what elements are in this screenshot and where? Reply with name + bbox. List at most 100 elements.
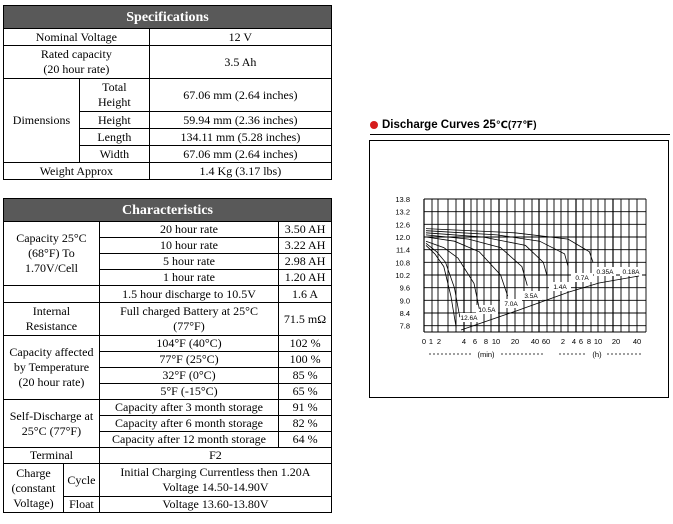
- dimensions-label: Dimensions: [3, 78, 80, 163]
- discharge-label: 1.5 hour discharge to 10.5V: [98, 285, 280, 303]
- curve-label: 0.7A: [575, 275, 589, 282]
- bullet-icon: [370, 120, 378, 129]
- internal-resistance-condition-line2: (77°F): [173, 319, 205, 333]
- discharge-curve: [425, 232, 548, 276]
- internal-resistance-label-line2: Resistance: [25, 319, 78, 333]
- internal-resistance-value: 71.5 mΩ: [278, 302, 332, 336]
- y-tick-label: 7.8: [400, 322, 410, 331]
- rated-capacity-value: 3.5 Ah: [148, 45, 333, 79]
- x-tick-label: 2: [437, 337, 441, 346]
- x-tick-label: 8: [587, 337, 591, 346]
- y-tick-label: 13.8: [395, 195, 410, 204]
- discharge-value: 1.6 A: [278, 285, 332, 303]
- self-discharge-value: 91 %: [278, 399, 332, 416]
- terminal-label: Terminal: [3, 447, 100, 464]
- chart-frame: [369, 140, 669, 398]
- y-tick-label: 9.6: [400, 284, 410, 293]
- temperature-label-line2: by Temperature: [13, 360, 90, 374]
- x-tick-label: 4: [462, 337, 466, 346]
- length-label: Length: [78, 128, 150, 146]
- chart-title-main: Discharge Curves 25: [382, 119, 496, 131]
- x-tick-label: 2: [561, 337, 565, 346]
- x-tick-label: 10: [594, 337, 602, 346]
- x-tick-label: 60: [542, 337, 550, 346]
- temperature-label: 32°F (0°C): [98, 367, 280, 384]
- discharge-blank: [3, 285, 100, 303]
- self-discharge-period: Capacity after 6 month storage: [98, 415, 280, 432]
- nominal-voltage-label: Nominal Voltage: [3, 28, 150, 46]
- curve-label-bg: [458, 313, 480, 322]
- x-unit-h-label: (h): [592, 350, 602, 359]
- temperature-capacity-label: Capacity affected by Temperature (20 hou…: [3, 335, 100, 400]
- capacity-rate-value: 1.20 AH: [278, 269, 332, 286]
- total-height-value: 67.06 mm (2.64 inches): [148, 78, 333, 112]
- x-tick-label: 40: [633, 337, 641, 346]
- min-label-bg: [471, 349, 501, 359]
- temperature-label-line3: (20 hour rate): [18, 375, 85, 389]
- x-tick-label: 20: [612, 337, 620, 346]
- curve-label: 1.4A: [553, 284, 567, 291]
- y-tick-label: 9.0: [400, 296, 410, 305]
- height-value: 59.94 mm (2.36 inches): [148, 111, 333, 129]
- x-tick-label: 0: [422, 337, 426, 346]
- curve-label-bg: [620, 267, 642, 276]
- height-label: Height: [78, 111, 150, 129]
- curve-label-bg: [520, 291, 542, 300]
- charge-label-line3: Voltage): [13, 495, 54, 510]
- x-tick-label: 20: [511, 337, 519, 346]
- chart-title-unit: ℃(77℉): [495, 120, 537, 131]
- terminal-value: F2: [98, 447, 333, 464]
- discharge-curve: [425, 228, 594, 263]
- self-discharge-label: Self-Discharge at 25°C (77°F): [3, 399, 100, 448]
- x-tick-label: 1: [429, 337, 433, 346]
- x-unit-min-label: (min): [477, 350, 495, 359]
- rated-capacity-label: Rated capacity (20 hour rate): [3, 45, 150, 79]
- capacity-label: Capacity 25°C (68°F) To 1.70V/Cell: [3, 221, 100, 286]
- self-discharge-value: 82 %: [278, 415, 332, 432]
- x-tick-label: 6: [473, 337, 477, 346]
- end-voltage-line: [460, 275, 640, 331]
- discharge-curve: [425, 234, 528, 286]
- rated-capacity-label-line1: Rated capacity: [40, 47, 112, 61]
- x-tick-label: 4: [572, 337, 576, 346]
- capacity-rate-label: 1 hour rate: [98, 269, 280, 286]
- capacity-rate-label: 10 hour rate: [98, 237, 280, 254]
- capacity-label-line1: Capacity 25°C: [16, 231, 87, 245]
- hour-label-bg: [587, 349, 607, 359]
- x-tick-label: 10: [492, 337, 500, 346]
- self-discharge-period: Capacity after 12 month storage: [98, 431, 280, 448]
- internal-resistance-condition-line1: Full charged Battery at 25°C: [120, 304, 258, 318]
- total-height-label: Total Height: [78, 78, 150, 112]
- capacity-rate-label: 20 hour rate: [98, 221, 280, 238]
- curve-label: 0.18A: [623, 269, 641, 276]
- self-discharge-label-line1: Self-Discharge at: [9, 408, 94, 423]
- y-tick-label: 8.4: [400, 309, 410, 318]
- curve-label: 0.35A: [597, 269, 615, 276]
- self-discharge-value: 64 %: [278, 431, 332, 448]
- internal-resistance-label: Internal Resistance: [3, 302, 100, 336]
- total-height-label-line2: Height: [98, 95, 131, 109]
- y-tick-label: 11.4: [396, 246, 410, 255]
- temperature-value: 102 %: [278, 335, 332, 352]
- internal-resistance-condition: Full charged Battery at 25°C (77°F): [98, 302, 280, 336]
- charge-label: Charge (constant Voltage): [3, 463, 64, 513]
- temperature-label-line1: Capacity affected: [9, 345, 94, 359]
- self-discharge-label-line2: 25°C (77°F): [21, 423, 82, 438]
- capacity-rate-value: 3.22 AH: [278, 237, 332, 254]
- discharge-curve: [425, 240, 480, 309]
- total-height-label-line1: Total: [102, 80, 127, 94]
- cycle-value-line1: Initial Charging Currentless then 1.20A: [120, 465, 311, 479]
- x-tick-label: 6: [579, 337, 583, 346]
- cycle-label: Cycle: [62, 463, 100, 497]
- title-rule: [370, 134, 670, 135]
- nominal-voltage-value: 12 V: [148, 28, 333, 46]
- width-value: 67.06 mm (2.64 inches): [148, 145, 333, 163]
- chart-title: Discharge Curves 25℃(77℉): [370, 119, 537, 131]
- curve-label: 10.5A: [479, 307, 497, 314]
- y-tick-label: 12.6: [395, 220, 410, 229]
- internal-resistance-label-line1: Internal: [32, 304, 71, 318]
- self-discharge-period: Capacity after 3 month storage: [98, 399, 280, 416]
- y-tick-label: 10.2: [395, 271, 410, 280]
- float-label: Float: [62, 496, 100, 513]
- float-value: Voltage 13.60-13.80V: [98, 496, 333, 513]
